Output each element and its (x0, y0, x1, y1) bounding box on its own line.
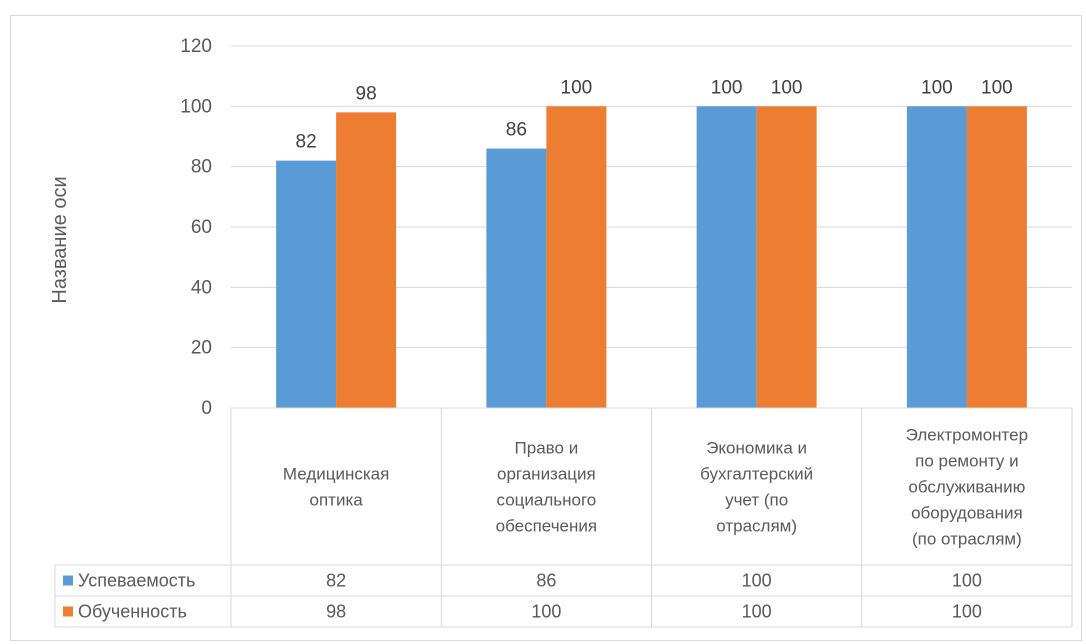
bar-obuchennost (756, 106, 817, 408)
y-tick-label: 100 (180, 96, 212, 117)
x-category-label: по ремонту и (915, 452, 1019, 471)
x-category-label: оборудования (911, 504, 1023, 523)
data-label: 100 (921, 77, 953, 98)
x-category-label: учет (по (725, 491, 788, 510)
table-value: 100 (952, 571, 982, 591)
data-label: 100 (771, 77, 803, 98)
y-axis-title: Название оси (49, 176, 71, 303)
bars (276, 106, 1027, 409)
bar-obuchennost (546, 106, 607, 408)
x-category-label: (по отраслям) (912, 530, 1022, 549)
table-value: 86 (536, 571, 556, 591)
y-tick-label: 120 (180, 36, 212, 57)
table-value: 100 (531, 602, 561, 622)
data-table: Медицинская оптика Право и организация социа… (54, 407, 1073, 628)
x-category-label: бухгалтерский (700, 465, 813, 484)
bar-obuchennost (966, 106, 1027, 408)
bar-uspevaemost (486, 148, 547, 409)
bar-uspevaemost (906, 106, 967, 408)
table-value: 82 (326, 571, 346, 591)
legend-label: Обученность (78, 602, 187, 622)
table-value: 98 (326, 602, 346, 622)
data-label: 98 (356, 83, 377, 104)
bar-uspevaemost (696, 106, 757, 408)
data-label: 82 (296, 132, 317, 153)
data-label: 100 (981, 77, 1013, 98)
bar-uspevaemost (276, 160, 337, 408)
legend-key (63, 606, 73, 617)
y-tick-label: 40 (191, 277, 212, 298)
data-label: 100 (711, 77, 743, 98)
x-category-label: организация (497, 465, 596, 484)
table-value: 100 (742, 571, 772, 591)
y-axis: 0 20 40 60 80 100 120 (180, 36, 212, 419)
x-category-label: социального (497, 491, 597, 510)
table-value: 100 (742, 602, 772, 622)
x-category-label: отраслям) (716, 517, 797, 536)
legend-label: Успеваемость (78, 571, 195, 591)
data-labels: 82 86 100 100 98 100 100 100 (296, 77, 1013, 152)
x-category-label: Экономика и (706, 439, 807, 458)
data-label: 86 (506, 120, 527, 141)
y-tick-label: 20 (191, 338, 212, 359)
data-label: 100 (561, 77, 593, 98)
bar-obuchennost (336, 112, 397, 408)
x-category-label: обеспечения (496, 517, 597, 536)
legend-key (63, 575, 73, 586)
x-category-label: обслуживанию (908, 478, 1025, 497)
x-category-label: Медицинская (283, 465, 389, 484)
x-category-label: оптика (310, 491, 364, 510)
y-tick-label: 60 (191, 217, 212, 238)
table-value: 100 (952, 602, 982, 622)
y-tick-label: 80 (191, 157, 212, 178)
x-category-label: Право и (515, 439, 579, 458)
x-category-label: Электромонтер (906, 426, 1028, 445)
y-tick-label: 0 (201, 398, 212, 419)
